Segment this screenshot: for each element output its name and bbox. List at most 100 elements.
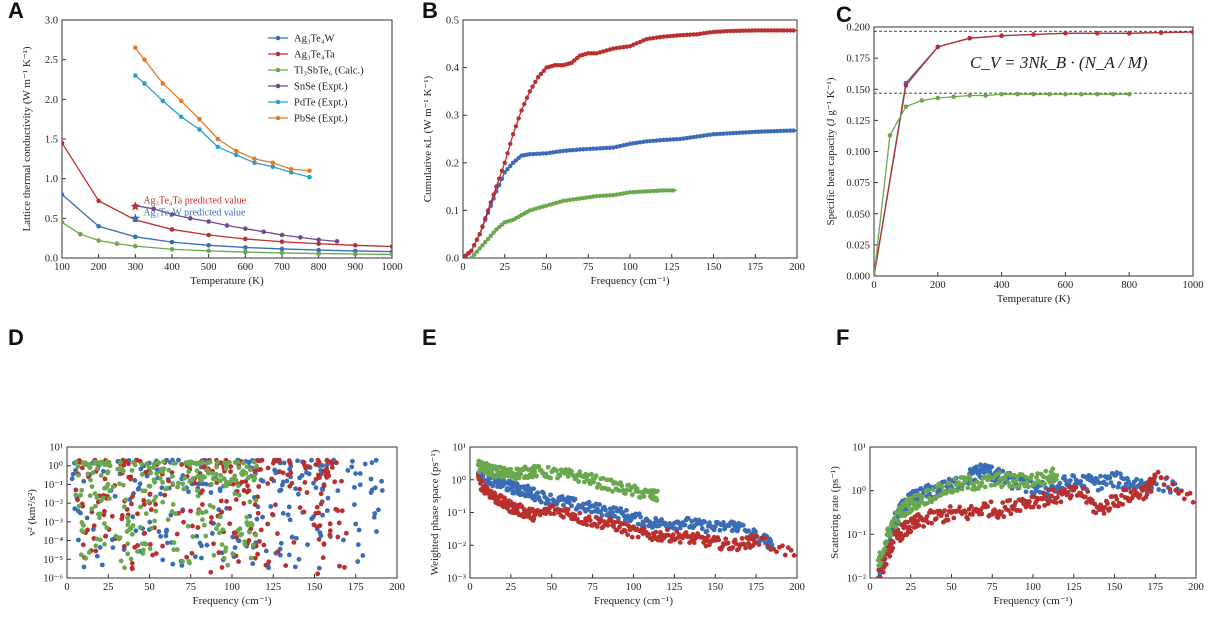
data-point xyxy=(604,145,609,151)
data-point xyxy=(133,73,138,78)
data-point xyxy=(1023,489,1029,495)
data-point xyxy=(483,239,488,245)
data-point xyxy=(480,224,485,229)
data-point xyxy=(255,494,260,500)
y-tick-label: 10⁻² xyxy=(847,574,866,585)
data-point xyxy=(571,197,576,202)
data-point xyxy=(135,549,140,554)
data-point xyxy=(241,488,247,493)
data-point xyxy=(1008,511,1014,517)
data-point xyxy=(730,527,736,533)
data-point xyxy=(175,480,181,486)
data-point xyxy=(248,555,254,561)
data-point xyxy=(180,481,186,487)
data-point xyxy=(288,170,294,175)
data-point xyxy=(241,501,247,506)
data-point xyxy=(1167,486,1173,492)
data-point xyxy=(283,563,289,569)
data-point xyxy=(151,206,156,212)
data-point xyxy=(160,81,166,86)
data-point xyxy=(143,469,149,475)
data-point xyxy=(101,521,107,526)
data-point xyxy=(1049,493,1055,499)
data-point xyxy=(571,147,576,153)
data-point xyxy=(591,479,597,485)
y-axis-label: Specific heat capacity (J g⁻¹ K⁻¹) xyxy=(825,77,837,225)
data-point xyxy=(519,108,524,113)
data-point xyxy=(685,515,691,521)
data-point xyxy=(540,204,546,209)
data-point xyxy=(637,140,643,145)
data-point xyxy=(83,555,89,561)
data-point xyxy=(737,130,742,135)
data-point xyxy=(594,146,599,151)
data-point xyxy=(211,541,216,547)
data-point xyxy=(998,476,1003,482)
data-point xyxy=(75,497,80,503)
data-point xyxy=(527,152,532,157)
data-point xyxy=(170,460,176,466)
data-point xyxy=(1034,475,1039,480)
data-point xyxy=(154,471,160,476)
data-point xyxy=(534,206,539,211)
data-point xyxy=(606,486,612,492)
data-point xyxy=(179,563,185,568)
data-point xyxy=(618,506,624,511)
data-point xyxy=(946,480,952,486)
data-point xyxy=(1170,481,1176,487)
data-point xyxy=(728,131,733,136)
data-point xyxy=(217,488,223,494)
x-tick-label: 75 xyxy=(987,582,998,593)
series-line xyxy=(134,75,310,178)
data-point xyxy=(740,522,746,528)
data-point xyxy=(634,41,639,46)
data-point xyxy=(999,509,1004,515)
data-point xyxy=(565,474,571,479)
data-point xyxy=(62,192,65,197)
data-point xyxy=(126,519,131,524)
data-point xyxy=(619,483,625,489)
data-point xyxy=(1144,491,1150,497)
data-point xyxy=(625,532,631,538)
data-point xyxy=(765,543,771,549)
x-axis-label: Temperature (K) xyxy=(997,293,1071,305)
data-point xyxy=(240,468,246,474)
data-point xyxy=(316,241,321,247)
data-point xyxy=(753,28,758,33)
data-point xyxy=(125,515,130,520)
data-point xyxy=(537,151,543,156)
data-point xyxy=(756,542,762,548)
data-point xyxy=(682,522,688,528)
data-point xyxy=(584,522,590,528)
data-point xyxy=(140,551,146,556)
data-point xyxy=(334,460,339,466)
data-point xyxy=(280,510,286,516)
data-point xyxy=(298,235,303,240)
data-point xyxy=(142,57,147,62)
data-point xyxy=(86,549,92,555)
data-point xyxy=(236,492,242,498)
data-point xyxy=(1110,91,1116,97)
data-point xyxy=(170,502,176,507)
data-point xyxy=(771,28,777,33)
data-point xyxy=(188,216,193,221)
data-point xyxy=(62,220,65,225)
data-point xyxy=(694,32,699,37)
data-point xyxy=(731,130,736,136)
panel-letter: F xyxy=(836,325,849,350)
data-point xyxy=(995,480,1001,486)
data-point xyxy=(919,494,925,500)
data-point xyxy=(295,458,300,464)
data-point xyxy=(284,478,290,484)
series-line xyxy=(62,142,392,248)
data-point xyxy=(896,519,901,524)
data-point xyxy=(876,567,882,573)
data-point xyxy=(907,524,912,530)
data-point xyxy=(1134,476,1140,482)
data-point xyxy=(704,132,710,138)
data-point xyxy=(252,502,258,508)
data-point xyxy=(541,68,546,73)
x-tick-label: 0 xyxy=(467,582,472,593)
data-point xyxy=(1063,91,1068,97)
data-point xyxy=(245,483,250,489)
